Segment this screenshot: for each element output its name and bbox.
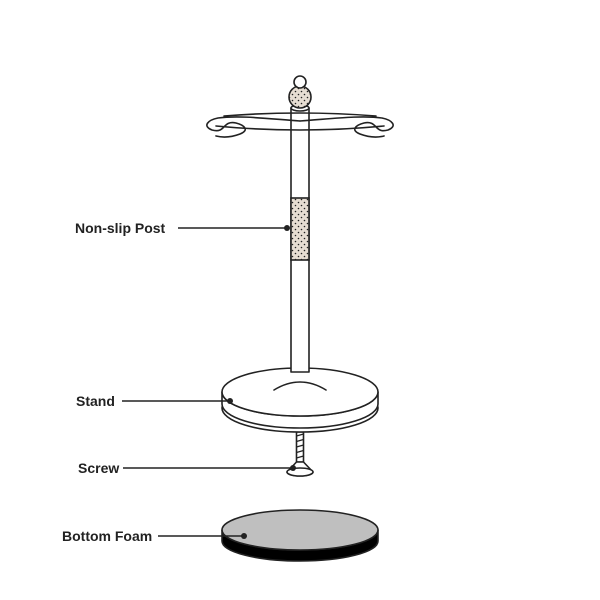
label-bottom-foam: Bottom Foam [62,528,152,544]
label-nonslip-post: Non-slip Post [75,220,165,236]
diagram-canvas: Non-slip Post Stand Screw Bottom Foam [0,0,600,600]
label-stand: Stand [76,393,115,409]
label-screw: Screw [78,460,119,476]
diagram-svg [0,0,600,600]
